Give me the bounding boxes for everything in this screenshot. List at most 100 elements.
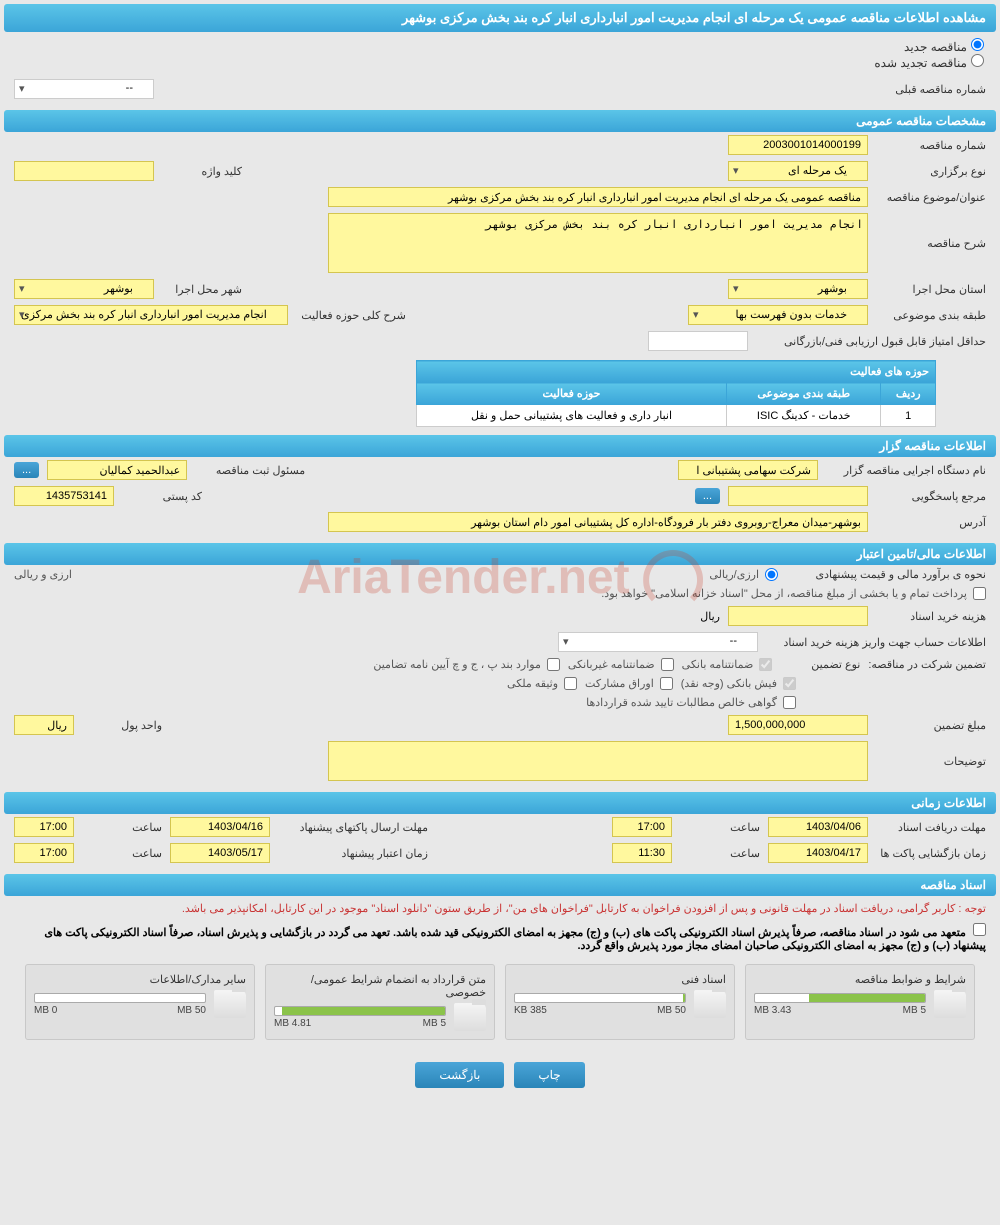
- file-progress: [274, 1006, 446, 1016]
- envelope-deadline-time[interactable]: 17:00: [14, 817, 74, 837]
- activity-header: ردیف: [881, 383, 936, 405]
- time-label-1: ساعت: [680, 821, 760, 834]
- file-progress: [514, 993, 686, 1003]
- registrar-label: مسئول ثبت مناقصه: [195, 464, 305, 477]
- chk-nonbank-guarantee[interactable]: ضمانتنامه غیربانکی: [568, 658, 674, 671]
- page-title: مشاهده اطلاعات مناقصه عمومی یک مرحله ای …: [4, 4, 996, 32]
- file-size: 50 MB385 KB: [514, 1005, 686, 1016]
- chk-property-deed[interactable]: وثیقه ملکی: [507, 677, 577, 690]
- file-size: 5 MB3.43 MB: [754, 1005, 926, 1016]
- notes-label: توضیحات: [876, 755, 986, 768]
- classification-dropdown[interactable]: خدمات بدون فهرست بها: [688, 305, 868, 325]
- type-dropdown[interactable]: یک مرحله ای: [728, 161, 868, 181]
- file-card[interactable]: شرایط و ضوابط مناقصه 5 MB3.43 MB: [745, 964, 975, 1040]
- guarantee-amount-label: مبلغ تضمین: [876, 719, 986, 732]
- type-label: نوع برگزاری: [876, 165, 986, 178]
- credit-label: زمان اعتبار پیشنهاد: [278, 847, 428, 860]
- city-label: شهر محل اجرا: [162, 283, 242, 296]
- responder-field[interactable]: [728, 486, 868, 506]
- address-label: آدرس: [876, 516, 986, 529]
- folder-icon: [694, 990, 726, 1018]
- postal-label: کد پستی: [122, 490, 202, 503]
- file-title: اسناد فنی: [514, 973, 726, 986]
- file-title: شرایط و ضوابط مناقصه: [754, 973, 966, 986]
- postal-field[interactable]: 1435753141: [14, 486, 114, 506]
- section-general: مشخصات مناقصه عمومی: [4, 110, 996, 132]
- responder-label: مرجع پاسخگویی: [876, 490, 986, 503]
- file-card[interactable]: متن قرارداد به انضمام شرایط عمومی/خصوصی …: [265, 964, 495, 1040]
- guarantee-type-label: نوع تضمین: [780, 658, 860, 671]
- section-documents: اسناد مناقصه: [4, 874, 996, 896]
- tender-no-field: 2003001014000199: [728, 135, 868, 155]
- back-button[interactable]: بازگشت: [415, 1062, 504, 1088]
- opening-label: زمان بازگشایی پاکت ها: [876, 847, 986, 860]
- time-label-2: ساعت: [82, 821, 162, 834]
- currency-riyal-label: ارزی و ریالی: [14, 568, 72, 581]
- doc-deadline-date[interactable]: 1403/04/06: [768, 817, 868, 837]
- province-dropdown[interactable]: بوشهر: [728, 279, 868, 299]
- treasury-checkbox[interactable]: پرداخت تمام و یا بخشی از مبلغ مناقصه، از…: [601, 587, 986, 600]
- tender-type-radios: مناقصه جدید مناقصه تجدید شده: [4, 32, 996, 76]
- doc-deadline-label: مهلت دریافت اسناد: [876, 821, 986, 834]
- purchase-cost-field[interactable]: [728, 606, 868, 626]
- print-button[interactable]: چاپ: [514, 1062, 584, 1088]
- folder-icon: [454, 1003, 486, 1031]
- file-progress: [754, 993, 926, 1003]
- desc-textarea[interactable]: [328, 213, 868, 273]
- address-field[interactable]: بوشهر-میدان معراج-روبروی دفتر بار فرودگا…: [328, 512, 868, 532]
- activity-table-title: حوزه های فعالیت: [417, 361, 936, 383]
- chk-bank-guarantee[interactable]: ضمانتنامه بانکی: [682, 658, 773, 671]
- file-size: 50 MB0 MB: [34, 1005, 206, 1016]
- file-title: متن قرارداد به انضمام شرایط عمومی/خصوصی: [274, 973, 486, 999]
- chk-bonds[interactable]: اوراق مشارکت: [585, 677, 673, 690]
- doc-deadline-time[interactable]: 17:00: [612, 817, 672, 837]
- unit-field: ریال: [14, 715, 74, 735]
- min-score-field[interactable]: [648, 331, 748, 351]
- device-field: شرکت سهامی پشتیبانی ا: [678, 460, 818, 480]
- chk-cases-bjh[interactable]: موارد بند پ ، ج و چ آیین نامه تضامین: [373, 658, 559, 671]
- scope-dropdown[interactable]: انجام مدیریت امور انبارداری انبار کره بن…: [14, 305, 288, 325]
- keyword-label: کلید واژه: [162, 165, 242, 178]
- city-dropdown[interactable]: بوشهر: [14, 279, 154, 299]
- chk-cash-receipt[interactable]: فیش بانکی (وجه نقد): [681, 677, 796, 690]
- file-title: سایر مدارک/اطلاعات: [34, 973, 246, 986]
- notes-textarea[interactable]: [328, 741, 868, 781]
- opening-date[interactable]: 1403/04/17: [768, 843, 868, 863]
- time-label-3: ساعت: [680, 847, 760, 860]
- guarantee-amount-field[interactable]: 1,500,000,000: [728, 715, 868, 735]
- documents-note-1: توجه : کاربر گرامی، دریافت اسناد در مهلت…: [4, 896, 996, 921]
- device-label: نام دستگاه اجرایی مناقصه گزار: [826, 464, 986, 477]
- account-label: اطلاعات حساب جهت واریز هزینه خرید اسناد: [766, 636, 986, 649]
- guarantee-label: تضمین شرکت در مناقصه:: [868, 658, 986, 671]
- radio-new-tender[interactable]: مناقصه جدید: [904, 40, 984, 54]
- file-size: 5 MB4.81 MB: [274, 1018, 446, 1029]
- registrar-dots-button[interactable]: ...: [14, 462, 39, 478]
- file-card[interactable]: اسناد فنی 50 MB385 KB: [505, 964, 735, 1040]
- scope-label: شرح کلی حوزه فعالیت: [296, 309, 406, 322]
- commitment-checkbox[interactable]: [973, 923, 986, 936]
- title-field[interactable]: مناقصه عمومی یک مرحله ای انجام مدیریت ام…: [328, 187, 868, 207]
- radio-renewed-tender[interactable]: مناقصه تجدید شده: [874, 56, 984, 70]
- purchase-cost-label: هزینه خرید اسناد: [876, 610, 986, 623]
- table-row: 1خدمات - کدینگ ISICانبار داری و فعالیت ه…: [417, 405, 936, 427]
- title-label: عنوان/موضوع مناقصه: [876, 191, 986, 204]
- credit-time[interactable]: 17:00: [14, 843, 74, 863]
- radio-renewed-label: مناقصه تجدید شده: [874, 56, 967, 70]
- currency-unit: ریال: [700, 610, 720, 623]
- chk-net-receivables[interactable]: گواهی خالص مطالبات تایید شده قراردادها: [586, 696, 796, 709]
- account-dropdown[interactable]: --: [558, 632, 758, 652]
- prev-tender-dropdown[interactable]: --: [14, 79, 154, 99]
- envelope-deadline-date[interactable]: 1403/04/16: [170, 817, 270, 837]
- registrar-field: عبدالحمید کمالیان: [47, 460, 187, 480]
- keyword-field[interactable]: [14, 161, 154, 181]
- unit-label: واحد پول: [82, 719, 162, 732]
- file-grid: شرایط و ضوابط مناقصه 5 MB3.43 MB اسناد ف…: [4, 954, 996, 1050]
- opening-time[interactable]: 11:30: [612, 843, 672, 863]
- desc-label: شرح مناقصه: [876, 237, 986, 250]
- responder-dots-button[interactable]: ...: [695, 488, 720, 504]
- file-card[interactable]: سایر مدارک/اطلاعات 50 MB0 MB: [25, 964, 255, 1040]
- activity-table: حوزه های فعالیت ردیفطبقه بندی موضوعیحوزه…: [416, 360, 936, 427]
- currency-radio[interactable]: ارزی/ریالی: [709, 568, 778, 581]
- province-label: استان محل اجرا: [876, 283, 986, 296]
- credit-date[interactable]: 1403/05/17: [170, 843, 270, 863]
